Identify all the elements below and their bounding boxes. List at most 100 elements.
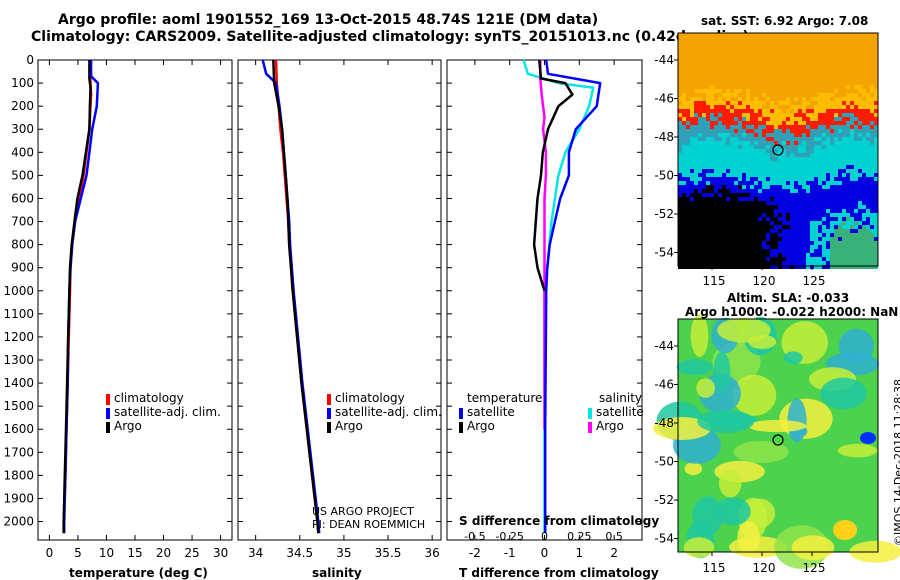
sst-cell [746,205,750,209]
sst-cell [778,257,782,261]
sst-cell [842,225,846,229]
sst-cell [838,145,842,149]
sst-cell [710,205,714,209]
sst-cell [794,105,798,109]
sst-cell [730,213,734,217]
sst-cell [766,225,770,229]
sst-cell [722,189,726,193]
sst-cell [778,157,782,161]
sst-cell [706,253,710,257]
sla-lat-label: -48 [654,416,674,430]
sst-cell [742,225,746,229]
sst-cell [798,197,802,201]
sst-cell [742,209,746,213]
sla-lon-label: 125 [803,561,826,575]
sst-cell [758,153,762,157]
sla-blob [838,328,875,364]
sal-legend-climatology: climatology [335,391,405,405]
sst-cell [810,117,814,121]
sst-cell [758,157,762,161]
sst-cell [682,201,686,205]
sst-cell [706,149,710,153]
sst-cell [690,197,694,201]
sst-cell [786,177,790,181]
sst-cell [766,177,770,181]
sst-cell [786,265,790,269]
sst-cell [854,225,858,229]
sst-cell [778,241,782,245]
sla-blob [713,351,731,392]
sst-cell [678,257,682,261]
sst-cell [794,253,798,257]
sst-cell [746,233,750,237]
sst-cell [874,129,878,133]
sst-cell [690,185,694,189]
sst-cell [846,265,850,269]
sst-cell [742,129,746,133]
sst-cell [798,117,802,121]
sst-cell [846,253,850,257]
sst-cell [734,201,738,205]
sst-cell [702,129,706,133]
sst-cell [870,169,874,173]
sst-cell [858,213,862,217]
sst-cell [798,237,802,241]
sst-cell [810,241,814,245]
sst-cell [766,237,770,241]
sst-cell [798,249,802,253]
sst-cell [854,85,858,89]
sst-cell [738,221,742,225]
sst-cell [834,197,838,201]
sst-cell [730,141,734,145]
sst-cell [846,117,850,121]
sst-cell [790,153,794,157]
sst-cell [798,133,802,137]
sst-cell [810,209,814,213]
sst-cell [830,125,834,129]
sst-cell [774,221,778,225]
sst-cell [762,249,766,253]
sst-cell [758,245,762,249]
sst-cell [754,101,758,105]
sst-cell [734,105,738,109]
sst-cell [874,149,878,153]
sst-cell [854,121,858,125]
sst-cell [698,101,702,105]
sst-cell [870,265,874,269]
sst-cell [706,233,710,237]
sst-cell [874,245,878,249]
sst-cell [806,261,810,265]
sst-cell [826,193,830,197]
sst-cell [874,169,878,173]
sal-xtick-label: 35 [336,546,351,560]
sst-cell [710,185,714,189]
sst-cell [754,257,758,261]
sst-cell [754,253,758,257]
sst-cell [734,117,738,121]
sst-cell [842,261,846,265]
sst-cell [690,193,694,197]
sst-cell [682,189,686,193]
sst-cell [702,173,706,177]
sst-cell [794,261,798,265]
sst-cell [738,157,742,161]
sst-cell [822,169,826,173]
sst-cell [722,149,726,153]
sst-cell [858,205,862,209]
sla-blob [718,469,742,498]
sst-cell [698,249,702,253]
sst-cell [834,217,838,221]
sst-cell [814,193,818,197]
sst-cell [758,205,762,209]
sst-cell [802,225,806,229]
sst-cell [682,213,686,217]
sst-cell [866,157,870,161]
sst-cell [802,189,806,193]
sst-cell [762,209,766,213]
sst-cell [834,225,838,229]
sst-cell [802,261,806,265]
sla-map-title1: Altim. SLA: -0.033 [727,291,850,305]
sst-cell [678,265,682,269]
sst-cell [718,249,722,253]
sst-cell [826,177,830,181]
